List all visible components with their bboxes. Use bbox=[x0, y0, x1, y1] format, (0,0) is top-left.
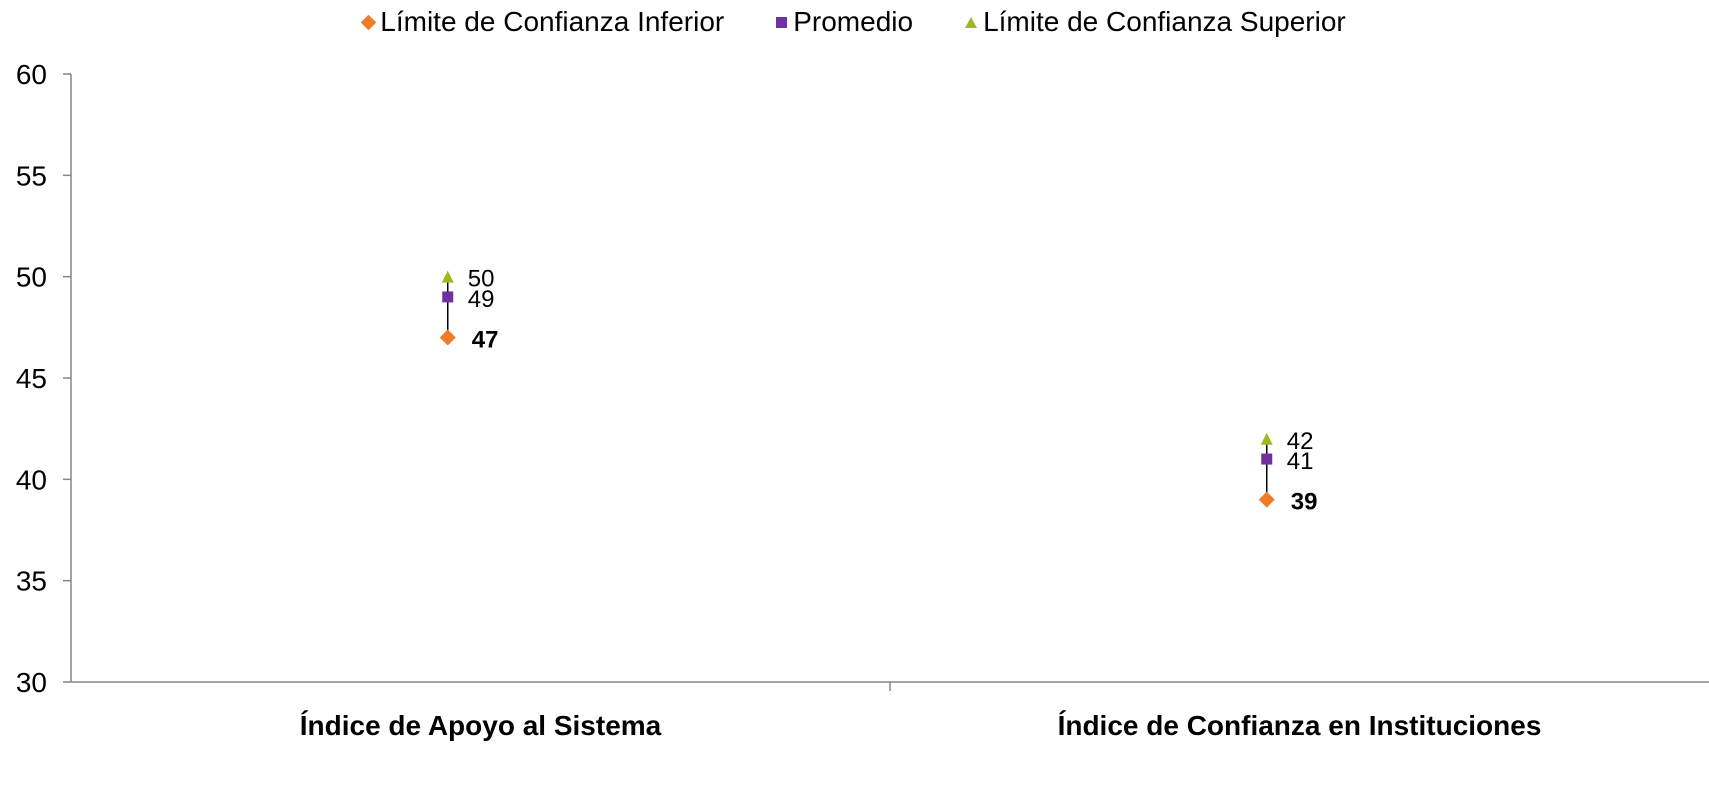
legend-item-lower-limit: Límite de Confianza Inferior bbox=[360, 6, 725, 38]
x-tick-label: Índice de Apoyo al Sistema bbox=[300, 710, 662, 741]
legend-label: Límite de Confianza Superior bbox=[983, 6, 1346, 37]
upper-limit-point bbox=[1260, 432, 1273, 445]
x-tick-label: Índice de Confianza en Instituciones bbox=[1058, 710, 1542, 741]
legend-item-mean: Promedio bbox=[776, 6, 913, 38]
lower-limit-point bbox=[439, 329, 456, 346]
y-tick-label: 50 bbox=[16, 262, 47, 293]
y-tick-label: 45 bbox=[16, 363, 47, 394]
y-tick-label: 55 bbox=[16, 160, 47, 191]
data-label: 39 bbox=[1291, 489, 1318, 516]
legend-item-upper-limit: Límite de Confianza Superior bbox=[965, 6, 1346, 38]
lower-limit-point bbox=[1258, 491, 1275, 508]
data-label: 42 bbox=[1287, 428, 1314, 455]
data-label: 41 bbox=[1287, 448, 1314, 475]
data-label: 49 bbox=[468, 286, 495, 313]
y-tick-label: 60 bbox=[16, 59, 47, 90]
data-label: 50 bbox=[468, 266, 495, 293]
legend: Límite de Confianza Inferior Promedio Lí… bbox=[0, 2, 1709, 42]
y-tick-label: 40 bbox=[16, 464, 47, 495]
square-marker-icon bbox=[776, 16, 788, 28]
legend-label: Límite de Confianza Inferior bbox=[380, 6, 725, 37]
triangle-marker-icon bbox=[965, 16, 978, 28]
legend-label: Promedio bbox=[793, 6, 914, 37]
y-tick-label: 30 bbox=[16, 667, 47, 698]
data-label: 47 bbox=[472, 326, 499, 353]
mean-point bbox=[1261, 453, 1273, 465]
mean-point bbox=[442, 291, 454, 303]
upper-limit-point bbox=[441, 270, 454, 283]
y-tick-label: 35 bbox=[16, 566, 47, 597]
